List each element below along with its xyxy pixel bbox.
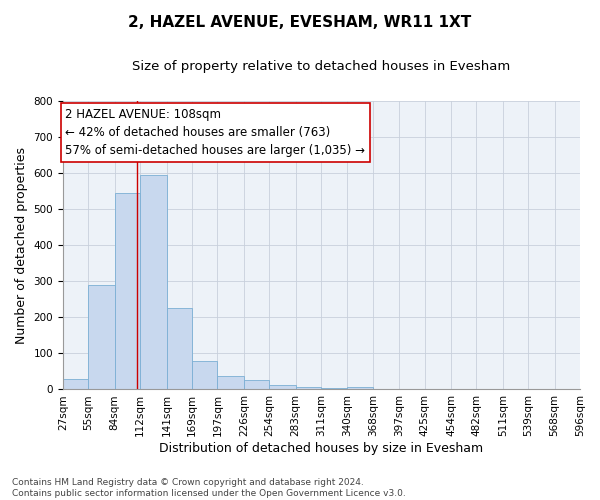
Bar — [115, 192, 140, 390]
Y-axis label: Number of detached properties: Number of detached properties — [15, 146, 28, 344]
Text: Contains HM Land Registry data © Crown copyright and database right 2024.
Contai: Contains HM Land Registry data © Crown c… — [12, 478, 406, 498]
Bar — [192, 360, 217, 390]
Bar — [167, 308, 192, 390]
Bar — [217, 376, 244, 390]
Title: Size of property relative to detached houses in Evesham: Size of property relative to detached ho… — [133, 60, 511, 73]
Bar — [347, 387, 373, 390]
Bar — [321, 388, 347, 390]
Bar — [269, 385, 296, 390]
Bar — [296, 386, 321, 390]
Bar — [63, 378, 88, 390]
X-axis label: Distribution of detached houses by size in Evesham: Distribution of detached houses by size … — [160, 442, 484, 455]
Bar — [140, 174, 167, 390]
Bar — [88, 284, 115, 390]
Bar — [244, 380, 269, 390]
Text: 2 HAZEL AVENUE: 108sqm
← 42% of detached houses are smaller (763)
57% of semi-de: 2 HAZEL AVENUE: 108sqm ← 42% of detached… — [65, 108, 365, 157]
Text: 2, HAZEL AVENUE, EVESHAM, WR11 1XT: 2, HAZEL AVENUE, EVESHAM, WR11 1XT — [128, 15, 472, 30]
